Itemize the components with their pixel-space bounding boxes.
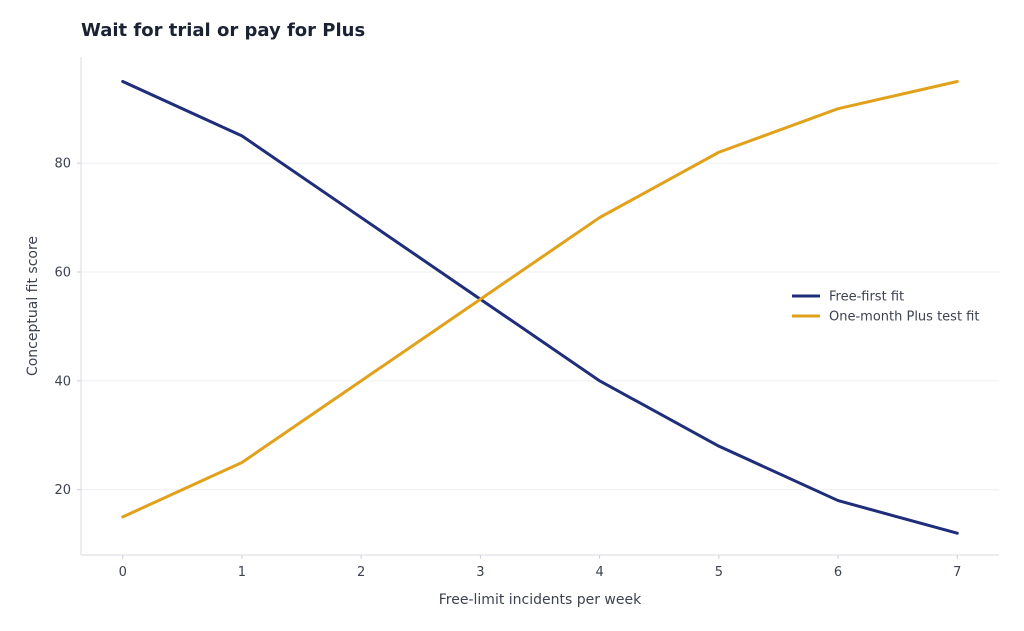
y-tick-label: 20 [54, 483, 71, 498]
y-axis-label: Conceptual fit score [25, 236, 41, 376]
series-line-2 [121, 79, 959, 519]
y-tick-label: 60 [54, 265, 71, 280]
x-tick-label: 0 [119, 565, 127, 580]
axes [80, 57, 999, 556]
legend-label-1: Free-first fit [829, 290, 904, 305]
tick-marks: 20 40 60 80 0 1 2 3 4 5 6 7 [54, 157, 961, 580]
legend-label-2: One-month Plus test fit [829, 310, 979, 325]
x-tick-label: 7 [953, 565, 961, 580]
legend: Free-first fit One-month Plus test fit [792, 290, 979, 325]
x-tick-label: 1 [238, 565, 246, 580]
x-tick-label: 4 [595, 565, 603, 580]
grid-lines [81, 162, 999, 491]
series-line-1 [121, 79, 959, 535]
y-tick-label: 80 [54, 157, 71, 172]
chart-title: Wait for trial or pay for Plus [81, 20, 366, 41]
y-tick-label: 40 [54, 374, 71, 389]
x-tick-label: 3 [476, 565, 484, 580]
x-tick-label: 6 [834, 565, 842, 580]
series-lines [121, 79, 959, 535]
x-axis-label: Free-limit incidents per week [439, 592, 642, 608]
x-tick-label: 2 [357, 565, 365, 580]
x-tick-label: 5 [715, 565, 723, 580]
